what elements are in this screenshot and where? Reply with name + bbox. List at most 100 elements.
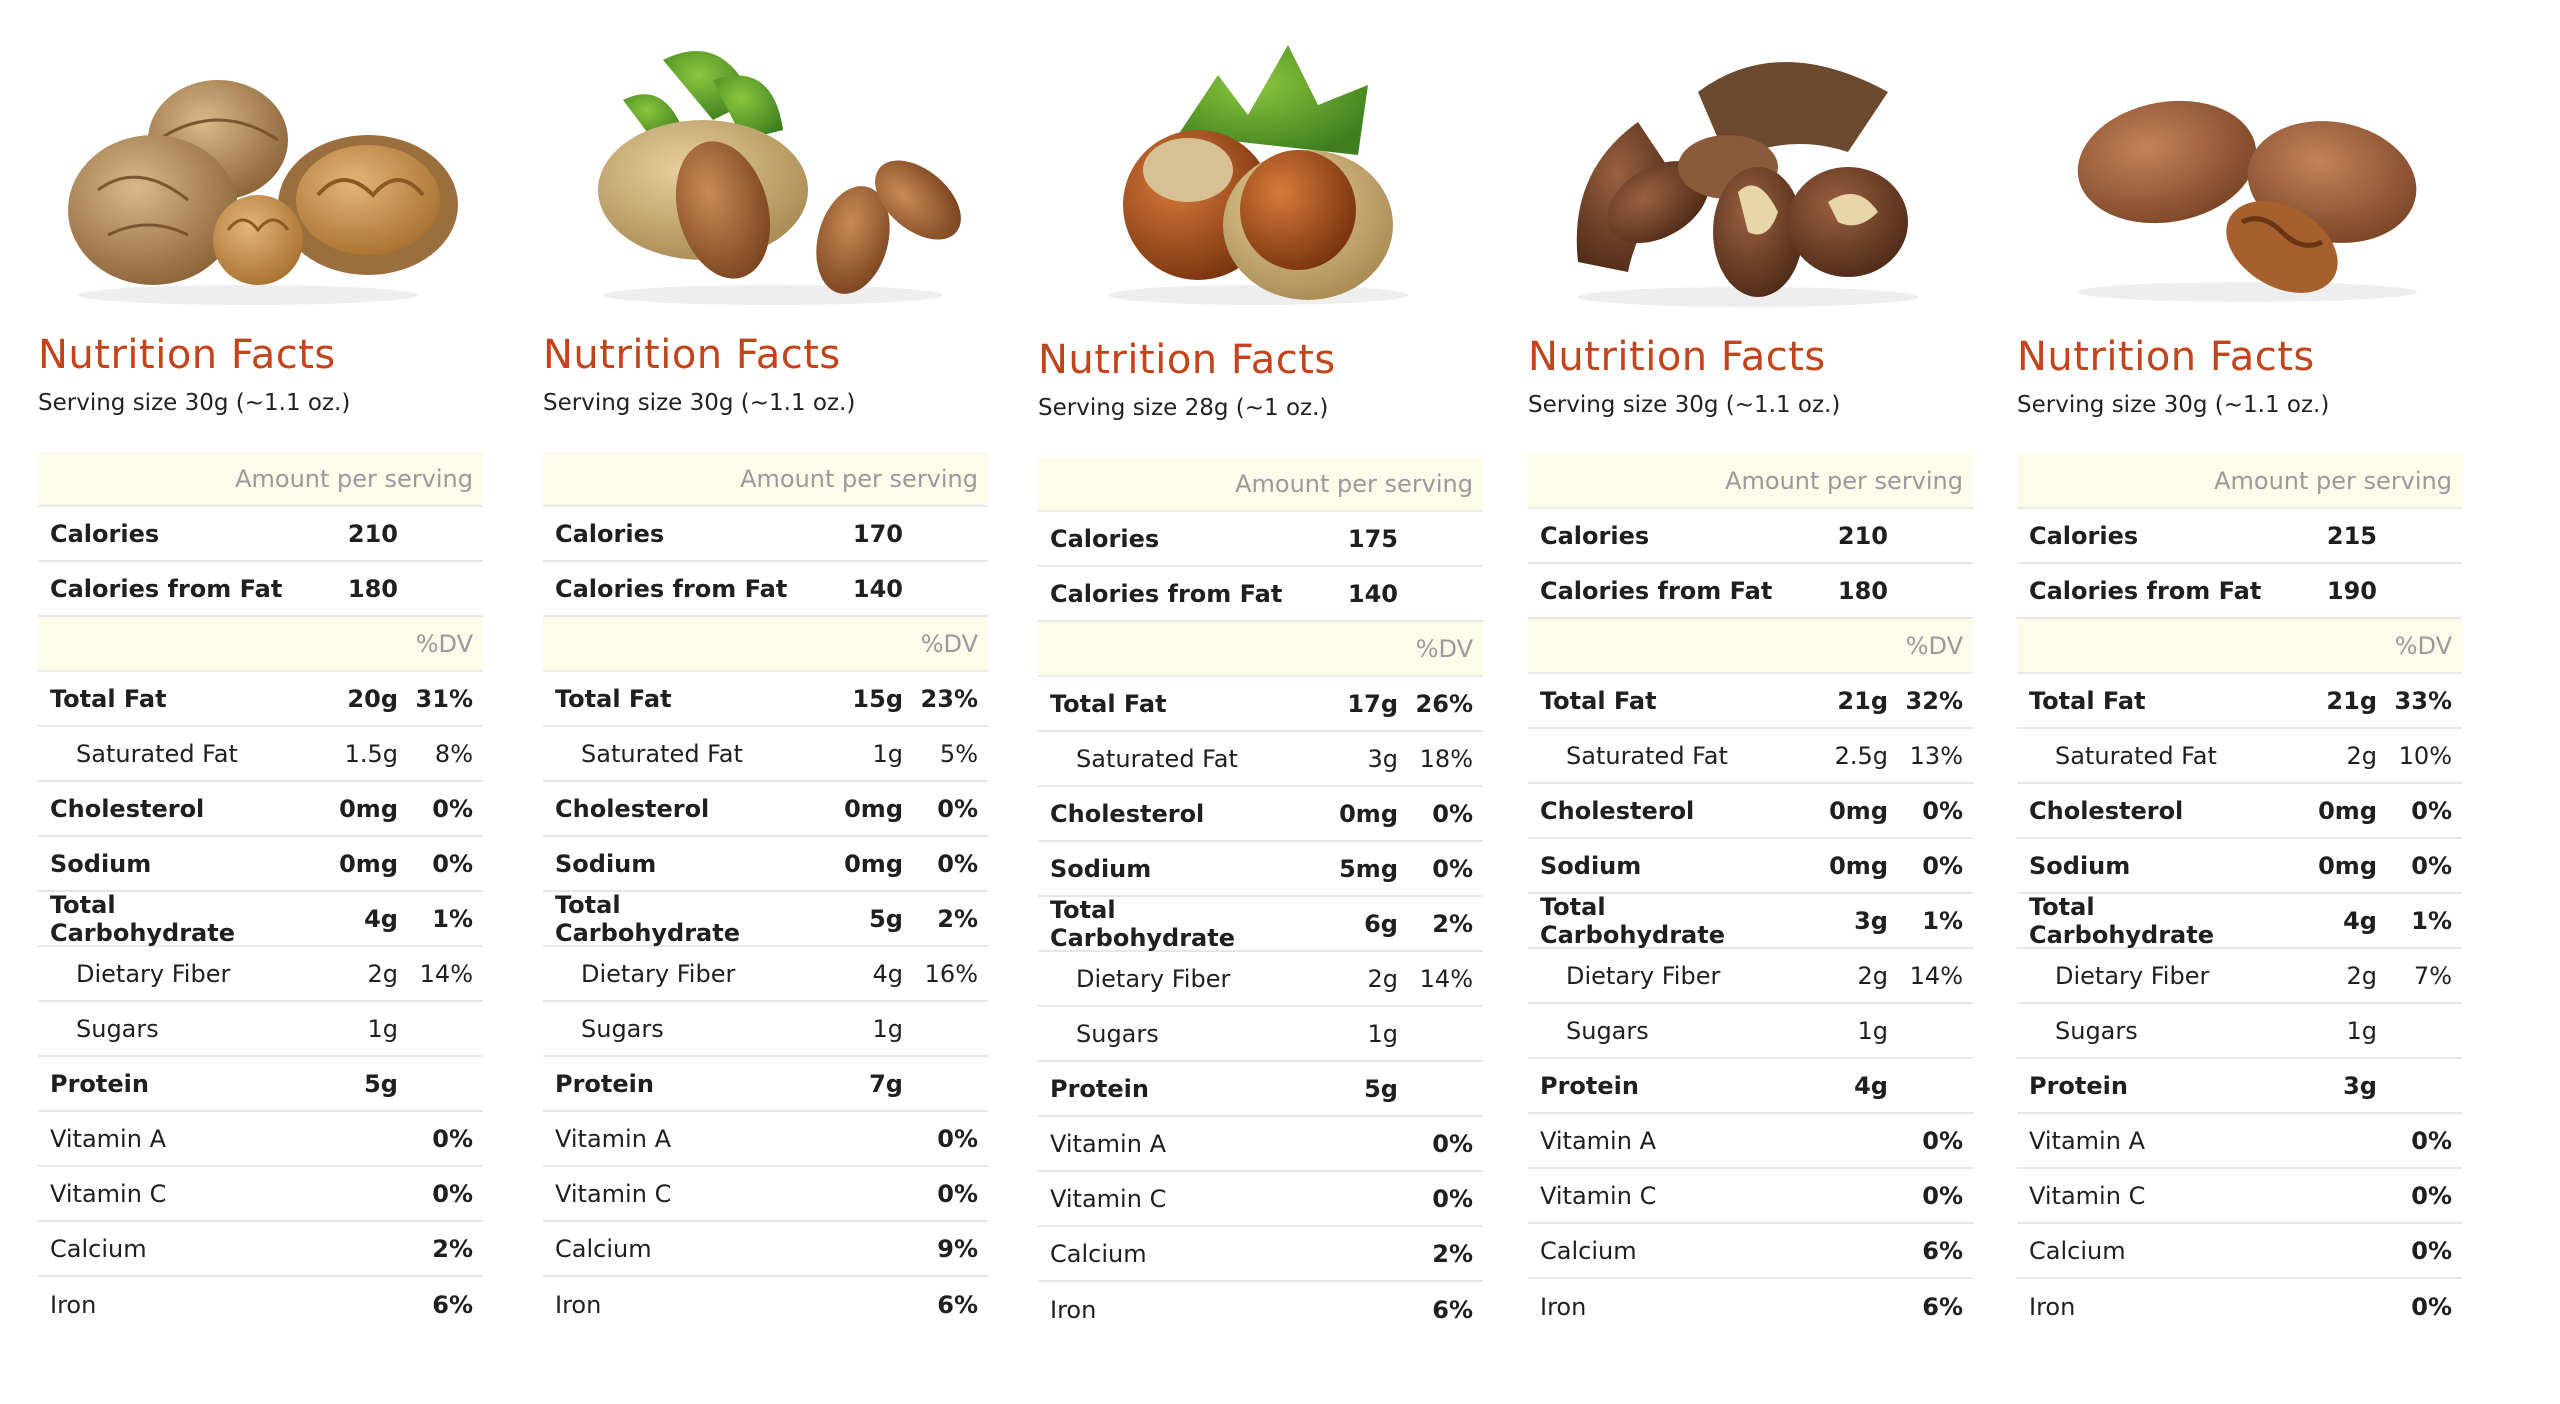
dietary-fiber-row-amount: 2g [2346, 961, 2377, 990]
amount-per-serving-header-label: Amount per serving [740, 464, 978, 493]
calories-row: Calories 170 [543, 507, 988, 562]
calcium-row-label: Calcium [1540, 1236, 1637, 1265]
amount-per-serving-header: Amount per serving [38, 452, 483, 507]
saturated-fat-row-dv: 18% [1419, 744, 1473, 773]
saturated-fat-row: Saturated Fat 1.5g 8% [38, 727, 483, 782]
walnut-image [38, 20, 483, 310]
total-fat-row: Total Fat 15g 23% [543, 672, 988, 727]
vitamin-a-row-label: Vitamin A [50, 1124, 166, 1153]
dietary-fiber-row-dv: 7% [2413, 961, 2452, 990]
total-carbohydrate-row: Total Carbohydrate 5g 2% [543, 891, 988, 947]
cholesterol-row: Cholesterol 0mg 0% [2017, 784, 2462, 839]
total-fat-row-dv: 33% [2394, 686, 2452, 715]
amount-per-serving-header-label: Amount per serving [1725, 466, 1963, 495]
cholesterol-row-dv: 0% [432, 794, 473, 823]
protein-row: Protein 3g [2017, 1059, 2462, 1114]
total-fat-row-label: Total Fat [50, 684, 167, 713]
dietary-fiber-row-amount: 2g [367, 959, 398, 988]
saturated-fat-row-amount: 1.5g [344, 739, 398, 768]
dv-header-label: %DV [415, 629, 473, 658]
total-carbohydrate-row-amount: 4g [2343, 906, 2377, 935]
calories-row-label: Calories [1540, 521, 1650, 550]
total-fat-row-dv: 31% [415, 684, 473, 713]
sodium-row-label: Sodium [50, 849, 152, 878]
vitamin-c-row-label: Vitamin C [50, 1179, 167, 1208]
sugars-row-label: Sugars [1076, 1019, 1159, 1048]
dietary-fiber-row: Dietary Fiber 2g 14% [38, 947, 483, 1002]
total-fat-row: Total Fat 21g 33% [2017, 674, 2462, 729]
total-carbohydrate-row-dv: 2% [937, 904, 978, 933]
saturated-fat-row-dv: 13% [1909, 741, 1963, 770]
dietary-fiber-row-label: Dietary Fiber [2055, 961, 2210, 990]
sugars-row-amount: 1g [2346, 1016, 2377, 1045]
cholesterol-row-label: Cholesterol [555, 794, 710, 823]
sodium-row-label: Sodium [1050, 854, 1152, 883]
dietary-fiber-row-amount: 2g [1367, 964, 1398, 993]
protein-row-amount: 7g [869, 1069, 903, 1098]
dietary-fiber-row-dv: 14% [419, 959, 473, 988]
nutrition-table: Amount per serving Calories 170 Calories fr… [543, 452, 988, 1332]
vitamin-c-row-dv: 0% [937, 1179, 978, 1208]
saturated-fat-row-dv: 10% [2398, 741, 2452, 770]
dietary-fiber-row-label: Dietary Fiber [76, 959, 231, 988]
calories-from-fat-row-label: Calories from Fat [555, 574, 788, 603]
total-carbohydrate-row: Total Carbohydrate 4g 1% [38, 891, 483, 947]
calories-from-fat-row-amount: 140 [852, 574, 903, 603]
nutrition-table: Amount per serving Calories 210 Calories fr… [1528, 454, 1973, 1334]
sugars-row: Sugars 1g [1528, 1004, 1973, 1059]
calcium-row-dv: 6% [1922, 1236, 1963, 1265]
protein-row-amount: 5g [364, 1069, 398, 1098]
total-fat-row: Total Fat 20g 31% [38, 672, 483, 727]
total-carbohydrate-row-amount: 6g [1364, 909, 1398, 938]
vitamin-c-row-dv: 0% [432, 1179, 473, 1208]
vitamin-a-row: Vitamin A 0% [543, 1112, 988, 1167]
dv-header-label: %DV [2394, 631, 2452, 660]
vitamin-c-row: Vitamin C 0% [1038, 1172, 1483, 1227]
calories-row-label: Calories [2029, 521, 2139, 550]
saturated-fat-row-dv: 8% [434, 739, 473, 768]
sodium-row-dv: 0% [432, 849, 473, 878]
iron-row-dv: 6% [432, 1290, 473, 1319]
iron-row: Iron 6% [38, 1277, 483, 1332]
calories-from-fat-row-amount: 190 [2326, 576, 2377, 605]
vitamin-c-row: Vitamin C 0% [38, 1167, 483, 1222]
sodium-row-dv: 0% [1432, 854, 1473, 883]
calories-from-fat-row-label: Calories from Fat [50, 574, 283, 603]
sodium-row: Sodium 0mg 0% [38, 837, 483, 892]
vitamin-a-row-dv: 0% [432, 1124, 473, 1153]
nutrition-facts-title: Nutrition Facts [1528, 334, 1826, 380]
calcium-row-dv: 2% [1432, 1239, 1473, 1268]
iron-row-label: Iron [1540, 1292, 1587, 1321]
protein-row: Protein 5g [38, 1057, 483, 1112]
sugars-row: Sugars 1g [543, 1002, 988, 1057]
calcium-row: Calcium 2% [1038, 1227, 1483, 1282]
calories-from-fat-row: Calories from Fat 140 [1038, 567, 1483, 622]
dietary-fiber-row-dv: 16% [924, 959, 978, 988]
amount-per-serving-header: Amount per serving [1528, 454, 1973, 509]
dietary-fiber-row: Dietary Fiber 4g 16% [543, 947, 988, 1002]
iron-row-dv: 6% [1922, 1292, 1963, 1321]
protein-row-label: Protein [555, 1069, 654, 1098]
saturated-fat-row-dv: 5% [939, 739, 978, 768]
total-carbohydrate-row: Total Carbohydrate 6g 2% [1038, 896, 1483, 952]
vitamin-c-row-dv: 0% [1922, 1181, 1963, 1210]
sodium-row-amount: 5mg [1339, 854, 1398, 883]
cholesterol-row: Cholesterol 0mg 0% [543, 782, 988, 837]
amount-per-serving-header: Amount per serving [1038, 457, 1483, 512]
sugars-row-label: Sugars [76, 1014, 159, 1043]
vitamin-a-row: Vitamin A 0% [38, 1112, 483, 1167]
dv-header: %DV [38, 617, 483, 672]
sugars-row-label: Sugars [581, 1014, 664, 1043]
calories-row-label: Calories [555, 519, 665, 548]
saturated-fat-row-amount: 1g [872, 739, 903, 768]
sodium-row: Sodium 5mg 0% [1038, 842, 1483, 897]
saturated-fat-row-label: Saturated Fat [2055, 741, 2217, 770]
iron-row-label: Iron [2029, 1292, 2076, 1321]
vitamin-a-row: Vitamin A 0% [1528, 1114, 1973, 1169]
sugars-row-amount: 1g [1857, 1016, 1888, 1045]
vitamin-a-row-label: Vitamin A [1540, 1126, 1656, 1155]
nutrition-panel-walnut: Nutrition Facts Serving size 30g (~1.1 o… [38, 20, 483, 1332]
protein-row-amount: 4g [1854, 1071, 1888, 1100]
calories-row: Calories 215 [2017, 509, 2462, 564]
cholesterol-row-label: Cholesterol [50, 794, 205, 823]
